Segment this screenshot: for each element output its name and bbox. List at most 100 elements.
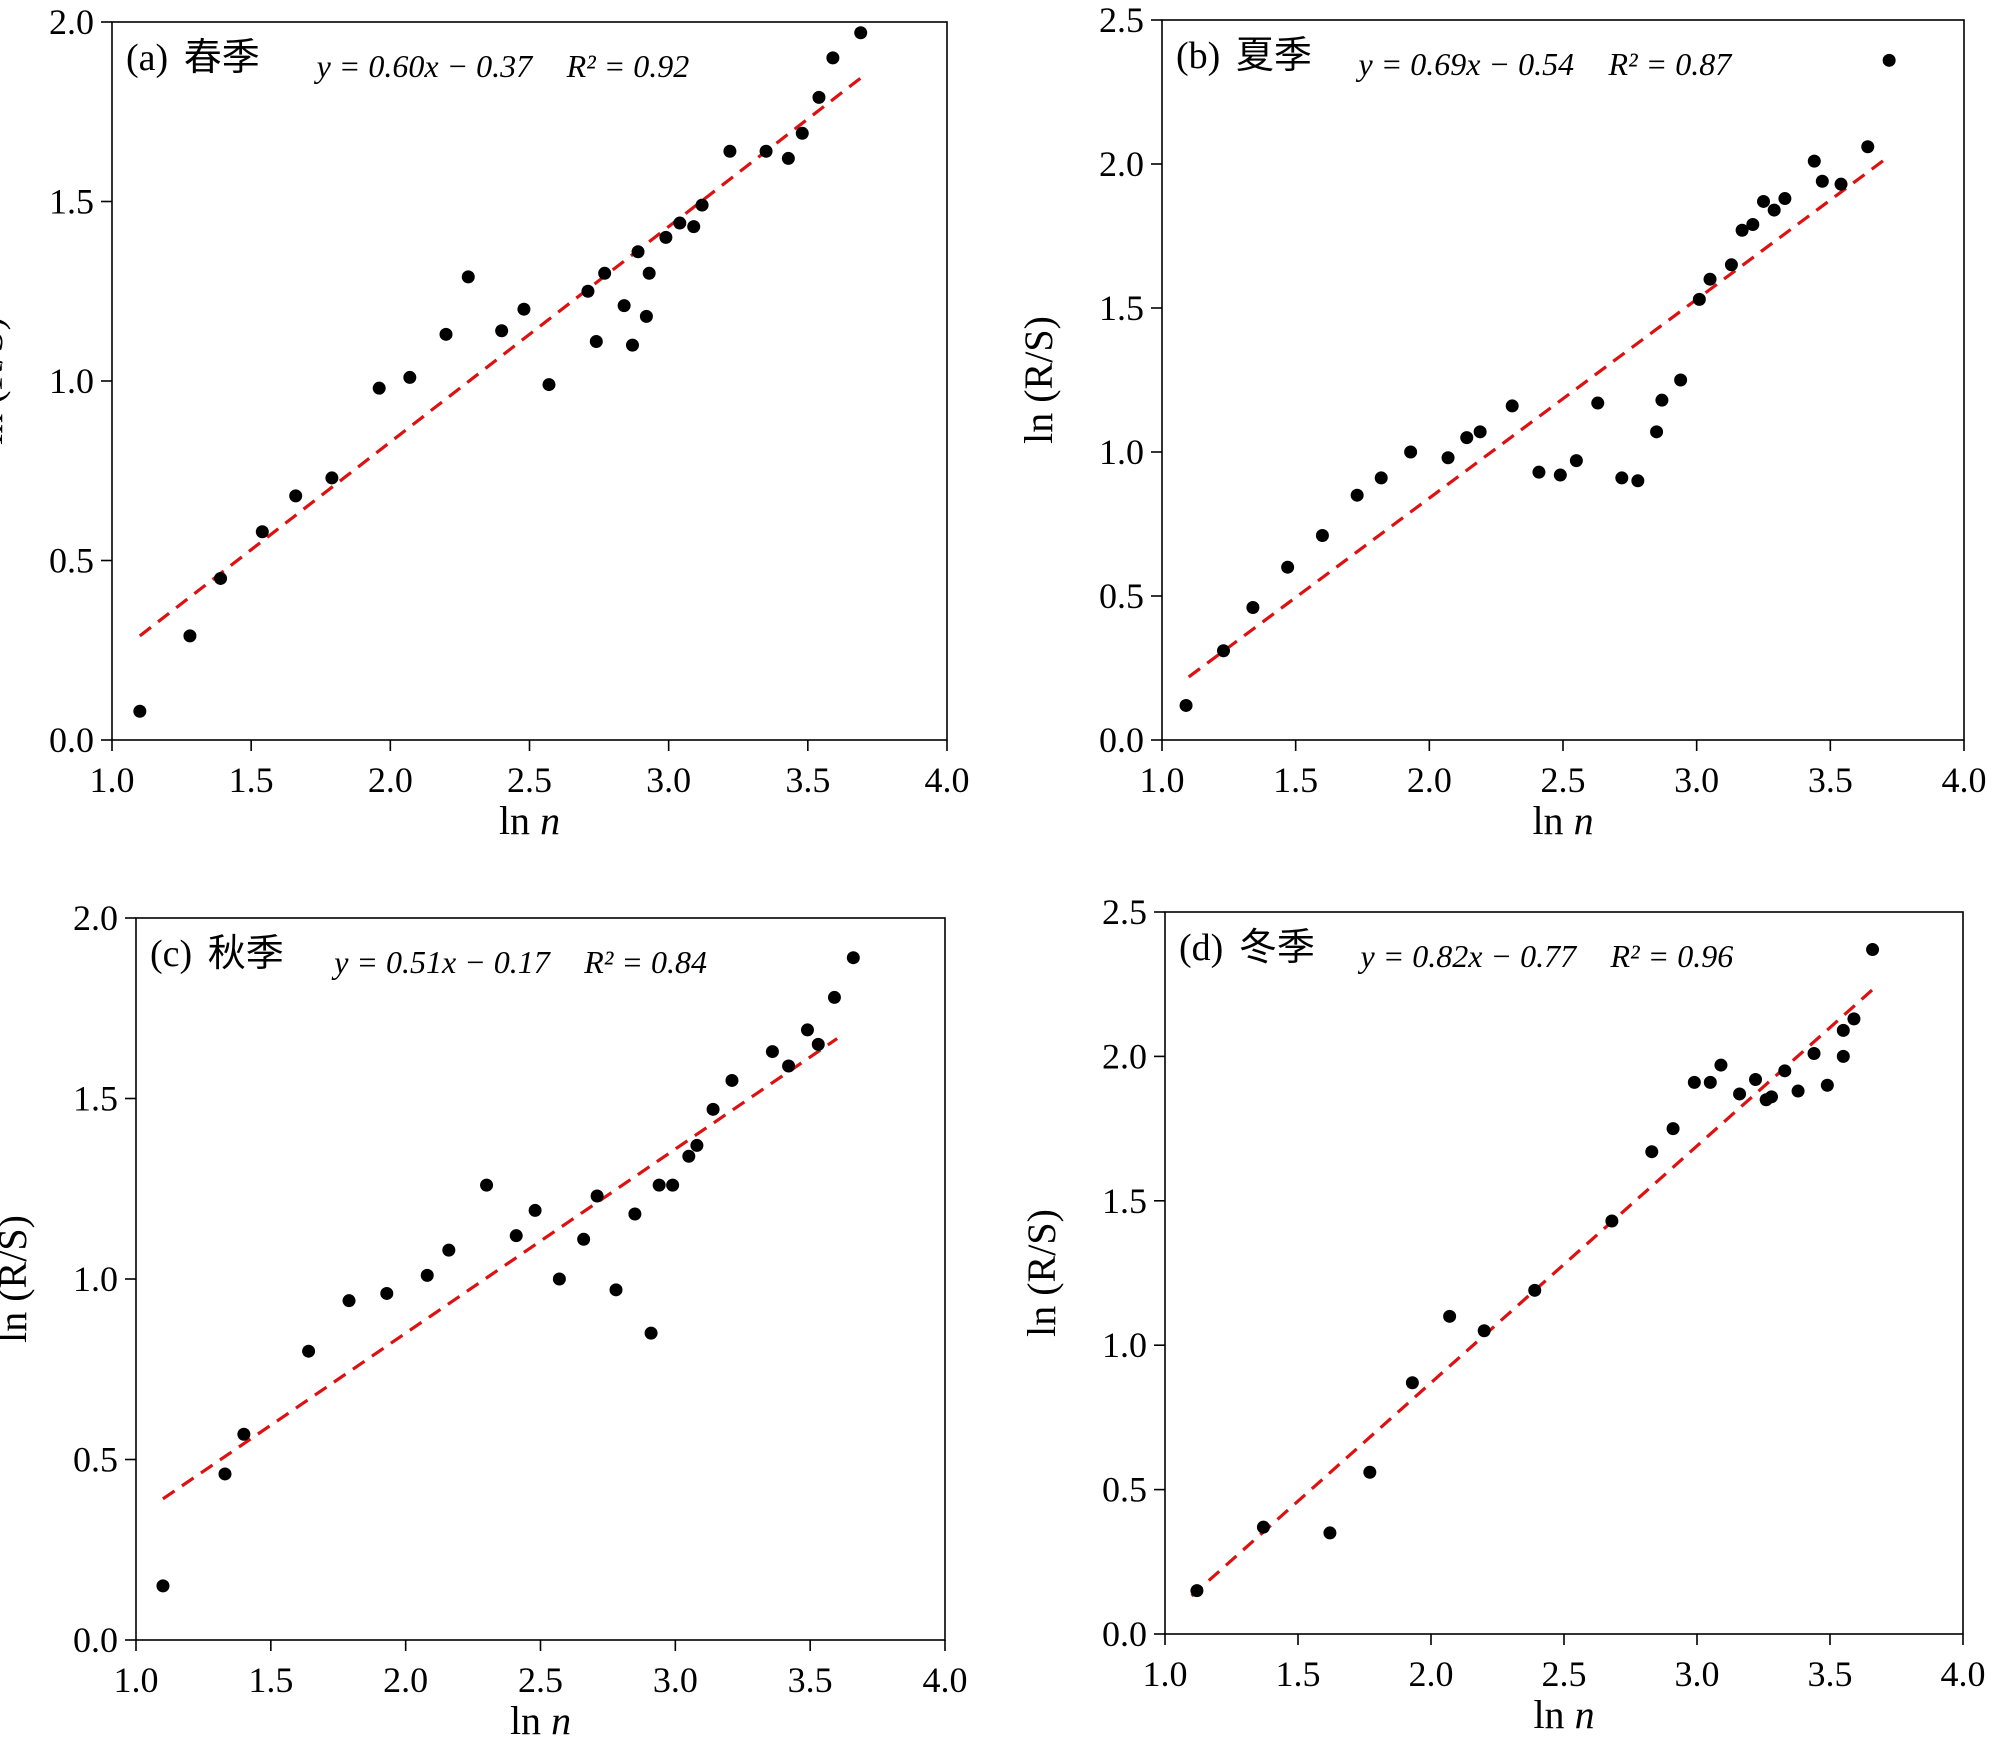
data-point: [1363, 1465, 1377, 1479]
data-point: [644, 1326, 658, 1340]
regression-line: [162, 1037, 839, 1501]
data-point: [1836, 1049, 1850, 1063]
plot-frame: [135, 917, 946, 1641]
y-tick-label: 1.5: [73, 1079, 118, 1119]
data-point: [1820, 1078, 1834, 1092]
r-squared-label: R² = 0.84: [583, 944, 707, 980]
panel-label: (b) 夏季: [1176, 33, 1312, 77]
data-point: [342, 1294, 356, 1308]
x-axis-title: ln n: [499, 798, 560, 843]
data-point: [577, 1232, 591, 1246]
data-point: [682, 1149, 696, 1163]
data-point: [552, 1272, 566, 1286]
y-tick-label: 0.5: [49, 541, 94, 581]
panel-letter: (d): [1179, 927, 1233, 969]
data-point: [1281, 560, 1295, 574]
data-point: [723, 144, 737, 158]
x-tick-label: 1.5: [229, 760, 274, 800]
r-squared-label: R² = 0.92: [566, 48, 690, 84]
x-tick-label: 2.0: [1407, 760, 1452, 800]
x-tick-label: 4.0: [925, 760, 970, 800]
y-tick-label: 2.5: [1102, 892, 1147, 932]
data-point: [1190, 1584, 1204, 1598]
data-point: [781, 151, 795, 165]
data-point: [1692, 292, 1706, 306]
data-point: [1650, 425, 1664, 439]
x-tick-label: 4.0: [923, 1660, 968, 1700]
data-point: [782, 1059, 796, 1073]
data-point: [1443, 1309, 1457, 1323]
data-point: [687, 220, 701, 234]
regression-line: [138, 74, 865, 638]
y-axis-title: ln (R/S): [1019, 1209, 1064, 1337]
r-squared-label: R² = 0.87: [1607, 46, 1733, 82]
data-point: [495, 324, 509, 338]
data-point: [725, 1073, 739, 1087]
regression-equation: y = 0.82x − 0.77: [1358, 938, 1579, 974]
x-axis-title: ln n: [1532, 798, 1593, 843]
data-point: [461, 270, 475, 284]
x-tick-label: 4.0: [1942, 760, 1987, 800]
data-point: [1246, 601, 1260, 615]
plot-frame: [1161, 19, 1965, 741]
regression-equation: y = 0.51x − 0.17: [331, 944, 552, 980]
panel-season: 春季: [184, 35, 260, 79]
data-point: [420, 1268, 434, 1282]
y-axis-title: ln (R/S): [0, 317, 11, 445]
y-axis-title: ln (R/S): [0, 1215, 35, 1343]
data-point: [1735, 223, 1749, 237]
data-point: [581, 284, 595, 298]
data-point: [1477, 1324, 1491, 1338]
plot-frame: [1164, 911, 1964, 1635]
y-tick-label: 2.0: [73, 898, 118, 938]
panel-c: 1.0 1.5 2.0 2.5 3.0 3.5 4.0 0.0 0.5 1.0 1.5 2.0 ln n…: [0, 898, 968, 1741]
regression-equation: y = 0.69x − 0.54: [1355, 46, 1574, 82]
y-tick-label: 1.5: [1102, 1181, 1147, 1221]
data-point: [826, 51, 840, 65]
x-tick-label: 2.0: [368, 760, 413, 800]
data-point: [846, 951, 860, 965]
data-point: [827, 990, 841, 1004]
data-point: [1374, 471, 1388, 485]
panel-letter: (c): [150, 933, 202, 975]
data-point: [1807, 1047, 1821, 1061]
x-tick-label: 3.5: [1808, 1654, 1853, 1694]
panel-label: (a) 春季: [126, 35, 260, 79]
panel-season: 秋季: [208, 931, 284, 975]
x-tick-label: 3.0: [1675, 1654, 1720, 1694]
y-tick-label: 1.0: [49, 361, 94, 401]
data-point: [403, 370, 417, 384]
y-tick-label: 1.5: [1099, 288, 1144, 328]
x-tick-label: 2.5: [1542, 1654, 1587, 1694]
data-point: [631, 245, 645, 259]
data-point: [302, 1344, 316, 1358]
y-tick-label: 0.0: [73, 1620, 118, 1660]
y-tick-label: 1.0: [73, 1259, 118, 1299]
data-point: [690, 1138, 704, 1152]
data-point: [1666, 1122, 1680, 1136]
x-tick-label: 2.5: [1541, 760, 1586, 800]
data-point: [1473, 425, 1487, 439]
data-point: [542, 378, 556, 392]
x-tick-label: 2.0: [383, 1660, 428, 1700]
data-point: [1882, 53, 1896, 67]
data-point: [1323, 1526, 1337, 1540]
y-tick-label: 1.0: [1099, 432, 1144, 472]
data-point: [800, 1023, 814, 1037]
data-point: [609, 1283, 623, 1297]
data-point: [1350, 488, 1364, 502]
x-axis-title-variable: n: [1575, 1692, 1595, 1737]
data-point: [1532, 465, 1546, 479]
data-point: [854, 26, 868, 40]
data-point: [1815, 174, 1829, 188]
y-tick-label: 0.0: [49, 720, 94, 760]
data-point: [811, 1037, 825, 1051]
panel-letter: (b): [1176, 35, 1230, 77]
data-point: [695, 198, 709, 212]
data-point: [1764, 1090, 1778, 1104]
data-point: [1861, 140, 1875, 154]
data-point: [795, 126, 809, 140]
x-axis-title-prefix: ln: [510, 1698, 551, 1741]
panel-letter: (a): [126, 37, 178, 79]
